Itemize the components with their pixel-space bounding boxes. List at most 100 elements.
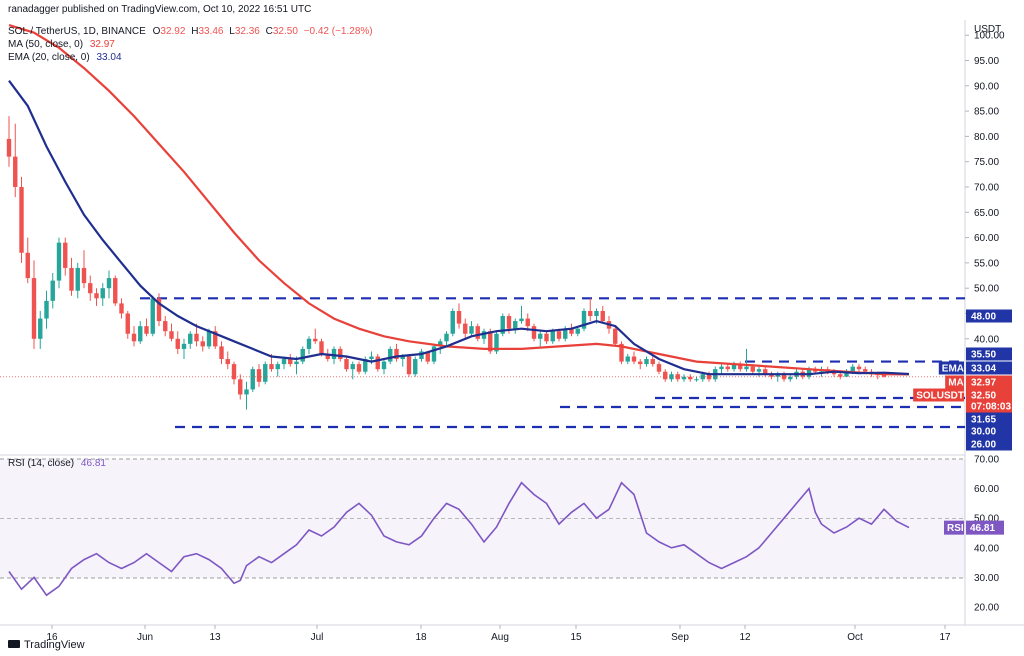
price-tag-value: 35.50: [971, 350, 996, 361]
candle-body: [306, 338, 312, 349]
candle-body: [719, 366, 724, 370]
time-tick-label: Sep: [671, 632, 689, 643]
candle-body: [413, 359, 418, 375]
candle-body: [775, 374, 780, 377]
time-tick-label: Jun: [137, 632, 153, 643]
candle-body: [619, 343, 624, 362]
price-tag-value-bg: [966, 347, 1012, 361]
candle-body: [288, 359, 293, 365]
price-tag-value-bg: [966, 375, 1012, 389]
candle-body: [881, 374, 887, 377]
candle-body: [113, 278, 118, 304]
candle-body: [575, 328, 580, 334]
candle-body: [244, 389, 249, 395]
time-tick-label: 16: [46, 632, 58, 643]
candle-body: [850, 366, 855, 372]
candle-body: [225, 359, 230, 365]
candle-body: [481, 331, 487, 339]
candle-body: [138, 326, 143, 342]
candle-body: [494, 333, 499, 352]
price-tags: 48.00 35.50 EMA 33.04 MA 32.97 SOLUSDT 32.5007:…: [913, 309, 1012, 451]
candle-body: [625, 356, 630, 362]
rsi-line: [8, 481, 910, 597]
time-tick-label: 17: [939, 632, 951, 643]
price-tag-value-bg: [966, 412, 1012, 426]
candle-body: [594, 310, 599, 317]
price-tag-value: 33.04: [971, 364, 996, 375]
ohlc-change: −0.42 (−1.28%): [304, 26, 373, 37]
candle-body: [325, 353, 330, 360]
rsi-legend[interactable]: RSI (14, close) 46.81: [8, 458, 106, 469]
candle-body: [281, 359, 287, 365]
price-tag-value-bg: [966, 437, 1012, 451]
candle-body: [331, 348, 337, 360]
price-tick-label: 60.00: [974, 233, 999, 244]
candle-body: [56, 242, 62, 281]
candle-body: [394, 348, 399, 360]
price-tag-value-bg: [966, 361, 1012, 375]
candle-body: [100, 288, 105, 299]
price-tag-label: SOLUSDT: [916, 391, 964, 402]
price-tag-value: 32.50: [971, 391, 996, 402]
candle-body: [69, 267, 74, 291]
publisher-line: ranadagger published on TradingView.com,…: [8, 4, 311, 15]
candle-body: [544, 333, 549, 342]
candle-body: [275, 364, 280, 370]
tradingview-brand-text: TradingView: [24, 639, 85, 651]
candle-body: [181, 343, 187, 349]
symbol-header: SOL / TetherUS, 1D, BINANCE O32.92 H33.4…: [8, 26, 373, 37]
ma-legend-value: 32.97: [90, 39, 115, 50]
candle-body: [300, 348, 305, 362]
candle-body: [75, 267, 80, 291]
candle-body: [106, 278, 112, 289]
candle-body: [863, 369, 868, 372]
rsi-tick-label: 20.00: [974, 603, 999, 614]
candle-body: [563, 328, 568, 339]
ema-legend[interactable]: EMA (20, close, 0) 33.04: [8, 52, 122, 63]
ohlc-close-key: C: [266, 26, 273, 37]
candle-body: [475, 326, 480, 339]
candle-body: [769, 374, 774, 377]
candle-body: [50, 280, 55, 301]
candle-body: [638, 361, 643, 365]
candle-body: [156, 298, 162, 322]
rsi-tick-label: 30.00: [974, 573, 999, 584]
candle-body: [488, 331, 493, 352]
time-tick-label: Oct: [847, 632, 863, 643]
ohlc-open-value: 32.92: [160, 26, 185, 37]
candle-body: [294, 361, 299, 365]
candle-body: [144, 326, 149, 334]
candle-body: [200, 341, 205, 347]
price-tag-label: MA: [948, 378, 964, 389]
candle-body: [656, 364, 662, 372]
ohlc-low-value: 32.36: [235, 26, 260, 37]
candle-body: [169, 331, 174, 339]
candle-body: [588, 310, 593, 317]
candle-body: [238, 379, 243, 395]
price-tag-value-bg: [966, 399, 1012, 413]
time-axis[interactable]: 16 Jun 13 Jul 18 Aug 15 Sep 12 Oct 17: [46, 625, 951, 643]
candle-body: [25, 252, 30, 279]
candle-body: [194, 333, 199, 342]
candle-body: [644, 359, 649, 365]
candle-body: [831, 371, 837, 375]
candle-body: [663, 371, 668, 380]
candle-body: [388, 348, 393, 362]
candle-body: [231, 364, 237, 380]
time-tick-label: 18: [415, 632, 427, 643]
ma-legend[interactable]: MA (50, close, 0) 32.97: [8, 39, 115, 50]
candle-body: [519, 318, 524, 322]
candle-body: [406, 356, 412, 375]
candle-body: [788, 376, 793, 380]
candle-body: [6, 138, 12, 157]
time-tick-label: 12: [739, 632, 751, 643]
candle-body: [419, 351, 424, 360]
candle-body: [44, 300, 49, 319]
ohlc-high-value: 33.46: [198, 26, 223, 37]
candle-body: [650, 359, 655, 365]
candle-body: [763, 369, 768, 375]
candle-body: [456, 310, 462, 324]
candle-body: [669, 374, 674, 380]
candle-body: [469, 326, 474, 334]
